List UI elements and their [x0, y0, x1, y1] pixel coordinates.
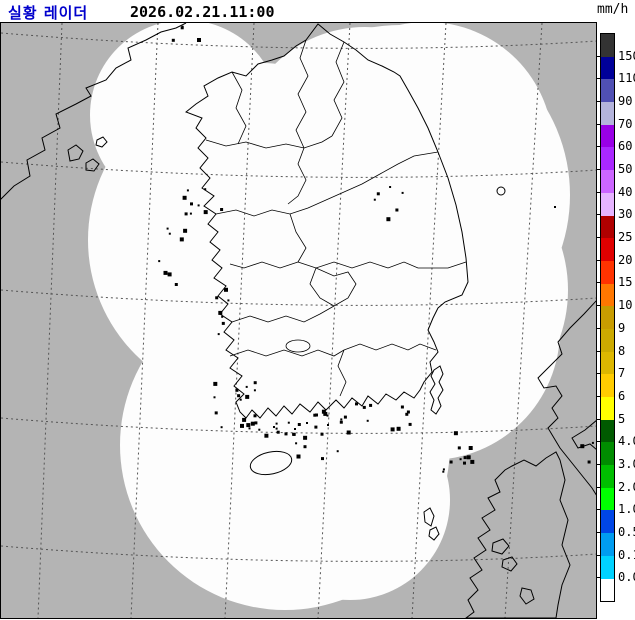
legend-segment	[601, 56, 614, 80]
legend-label: 8	[618, 344, 626, 358]
legend-label: 3.0	[618, 457, 635, 471]
legend-label: 150	[618, 49, 635, 63]
legend-segment	[601, 34, 614, 57]
legend-segment	[601, 533, 614, 556]
legend-segment	[601, 510, 614, 534]
province-boundaries	[205, 39, 467, 397]
legend-segment	[601, 555, 614, 579]
legend-segment	[601, 238, 614, 261]
legend-segment	[601, 397, 614, 420]
legend-segment	[601, 419, 614, 443]
legend-label: 30	[618, 207, 633, 221]
legend-label: 7	[618, 366, 626, 380]
legend-segment	[601, 147, 614, 171]
legend-segment	[601, 102, 614, 125]
legend-tick-marks	[596, 33, 600, 600]
legend-label: 9	[618, 321, 626, 335]
legend-segment	[601, 215, 614, 239]
precipitation-legend: 150 110 90 70 60 50 40 30 25 20 15 10 9 8 7 6 5 4.0 3.0 2.0…	[596, 33, 635, 602]
radar-coverage-area	[88, 23, 570, 610]
legend-segment	[601, 170, 614, 193]
legend-value-labels: 150 110 90 70 60 50 40 30 25 20 15 10 9 8 7 6 5 4.0 3.0 2.0…	[618, 33, 635, 600]
legend-label: 60	[618, 139, 633, 153]
legend-label: 4.0	[618, 434, 635, 448]
legend-color-bar	[600, 33, 615, 602]
legend-label: 6	[618, 389, 626, 403]
legend-segment	[601, 578, 614, 602]
legend-segment	[601, 260, 614, 284]
legend-label: 110	[618, 71, 635, 85]
legend-segment	[601, 79, 614, 103]
legend-label: 5	[618, 412, 626, 426]
legend-segment	[601, 374, 614, 397]
legend-segment	[601, 351, 614, 375]
legend-label: 15	[618, 275, 633, 289]
legend-label: 90	[618, 94, 633, 108]
legend-segment	[601, 192, 614, 216]
legend-segment	[601, 124, 614, 148]
legend-label: 40	[618, 185, 633, 199]
legend-label: 70	[618, 117, 633, 131]
radar-map-canvas	[1, 23, 596, 618]
legend-label: 1.0	[618, 502, 635, 516]
legend-label: 0.0	[618, 570, 635, 584]
legend-segment	[601, 306, 614, 329]
page-title: 실황 레이더	[8, 4, 89, 22]
radar-map	[0, 22, 597, 619]
legend-label: 0.5	[618, 525, 635, 539]
island-speckles	[158, 25, 594, 473]
legend-segment	[601, 328, 614, 352]
legend-label: 25	[618, 230, 633, 244]
legend-segment	[601, 465, 614, 488]
legend-segment	[601, 442, 614, 466]
graticule-grid	[1, 23, 596, 618]
legend-label: 0.1	[618, 548, 635, 562]
legend-unit-label: mm/h	[597, 2, 629, 17]
legend-segment	[601, 283, 614, 307]
legend-label: 2.0	[618, 480, 635, 494]
coastlines	[1, 23, 596, 618]
legend-label: 50	[618, 162, 633, 176]
legend-label: 10	[618, 298, 633, 312]
observation-timestamp: 2026.02.21.11:00	[130, 3, 275, 21]
legend-segment	[601, 487, 614, 511]
legend-label: 20	[618, 253, 633, 267]
